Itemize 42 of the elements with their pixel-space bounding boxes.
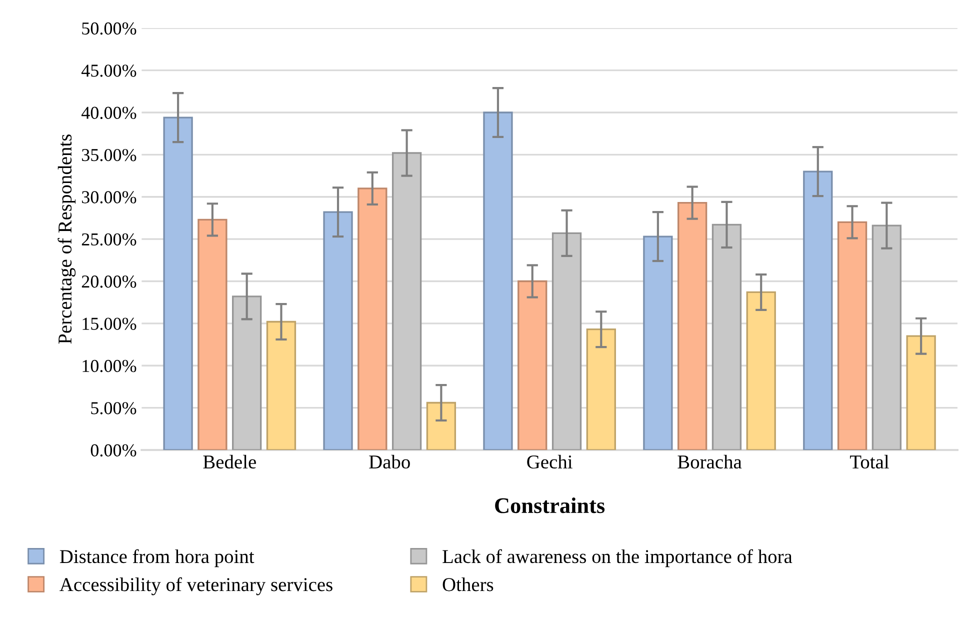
- x-tick-label: Gechi: [527, 454, 572, 469]
- y-tick-label: 45.00%: [81, 64, 136, 77]
- legend-label: Lack of awareness on the importance of hora: [442, 549, 792, 568]
- bar: [712, 224, 742, 450]
- bar: [746, 291, 776, 450]
- bar: [872, 224, 902, 450]
- y-tick-label: 10.00%: [82, 360, 136, 372]
- bar: [483, 112, 513, 450]
- bar: [426, 402, 456, 450]
- y-tick-label: 5.00%: [91, 402, 136, 414]
- y-tick-label: 50.00%: [82, 22, 136, 35]
- legend-label: Distance from hora point: [60, 549, 254, 568]
- bar: [232, 296, 262, 450]
- bar: [552, 232, 582, 450]
- bar: [163, 116, 193, 450]
- bar: [677, 202, 708, 450]
- bar: [198, 218, 228, 450]
- y-tick-label: 20.00%: [82, 276, 136, 288]
- y-axis-title: Percentage of Respondents: [58, 134, 76, 344]
- bar: [358, 188, 388, 450]
- bar: [392, 152, 422, 450]
- x-tick-label: Total: [850, 454, 889, 469]
- y-tick-label: 15.00%: [82, 318, 136, 330]
- y-tick-label: 0.00%: [90, 444, 136, 457]
- legend-label: Accessibility of veterinary services: [60, 577, 332, 596]
- bar: [323, 211, 353, 450]
- y-tick-label: 30.00%: [82, 191, 136, 204]
- bar: [803, 170, 833, 450]
- legend-label: Others: [442, 578, 494, 592]
- bar: [643, 236, 673, 450]
- y-tick-label: 25.00%: [82, 233, 136, 246]
- bar: [518, 280, 548, 450]
- x-tick-label: Bedele: [203, 454, 256, 469]
- bar: [586, 328, 616, 450]
- x-axis-title: Constraints: [495, 497, 605, 514]
- y-tick-label: 40.00%: [81, 106, 136, 120]
- y-tick-label: 35.00%: [82, 148, 136, 162]
- bar: [906, 335, 936, 450]
- x-tick-label: Boracha: [678, 454, 742, 469]
- bar: [266, 320, 296, 450]
- bar: [837, 221, 868, 450]
- x-tick-label: Dabo: [369, 454, 410, 469]
